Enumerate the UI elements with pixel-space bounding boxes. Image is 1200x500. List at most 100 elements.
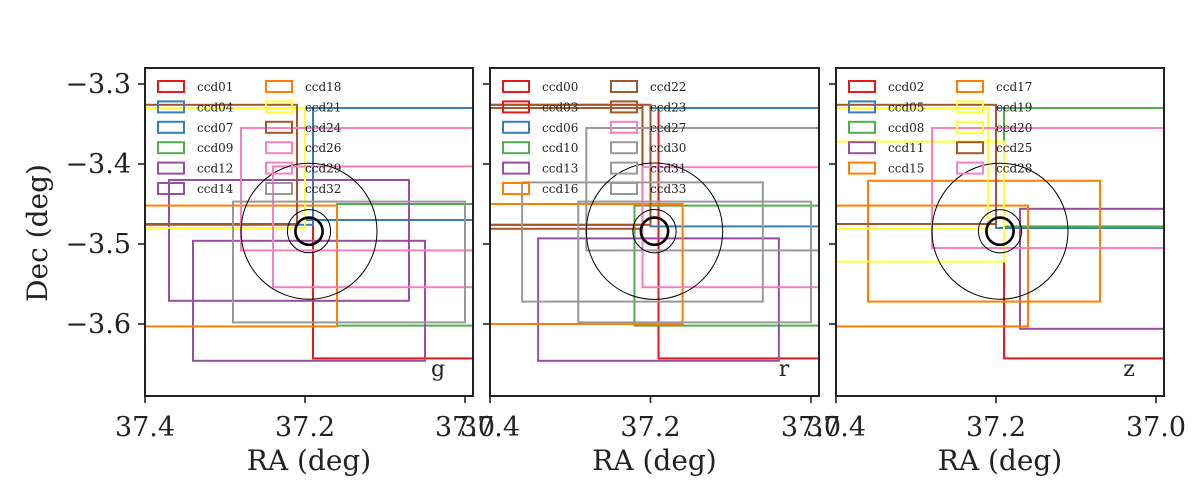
ccd-rect-ccd26 (240, 127, 473, 252)
legend-swatch-ccd05 (848, 100, 876, 114)
legend-g: ccd01 ccd04 ccd07 ccd09 ccd12 ccd14 ccd18 ccd21… (157, 80, 342, 196)
legend-swatch-ccd07 (157, 120, 185, 134)
aperture-circle-3 (585, 162, 724, 300)
legend-swatch-ccd15 (848, 161, 876, 175)
aperture-circle-2 (632, 209, 677, 254)
aperture-circles-g (240, 162, 378, 300)
ticks-z: 37.4 37.2 37.0 (806, 83, 1186, 443)
legend-label-ccd23: ccd23 (650, 100, 686, 114)
legend-label-ccd05: ccd05 (888, 100, 924, 114)
panel-r: ccd00 ccd03 ccd06 ccd10 ccd13 ccd16 ccd22 ccd23… (460, 67, 841, 477)
legend-label-ccd03: ccd03 (542, 100, 578, 114)
legend-swatch-ccd25 (956, 141, 984, 155)
legend-swatch-ccd20 (956, 120, 984, 134)
legend-label-ccd29: ccd29 (305, 162, 341, 176)
legend-label-ccd25: ccd25 (996, 141, 1032, 155)
aperture-circles-z (931, 162, 1069, 300)
legend-label-ccd22: ccd22 (650, 80, 686, 94)
panel-z: ccd02 ccd05 ccd08 ccd11 ccd15 ccd17 ccd19 ccd20… (806, 67, 1186, 477)
x-tick-label-37.4: 37.4 (115, 412, 175, 443)
legend-label-ccd31: ccd31 (650, 162, 686, 176)
legend-swatch-ccd14 (157, 182, 185, 195)
legend-label-ccd00: ccd00 (542, 80, 578, 94)
aperture-circle-1 (985, 216, 1015, 247)
x-tick-label-37.4: 37.4 (806, 412, 866, 443)
legend-swatch-ccd32 (265, 182, 293, 195)
legend-swatch-ccd22 (610, 80, 638, 93)
ccd-rect-ccd21 (145, 107, 306, 229)
ccd-rect-ccd19 (836, 140, 1005, 263)
aperture-circle-2 (977, 209, 1023, 254)
legend-swatch-ccd31 (610, 161, 638, 175)
legend-label-ccd27: ccd27 (650, 121, 686, 135)
legend-swatch-ccd29 (265, 161, 293, 175)
y-tick-label--3.4: −3.4 (65, 149, 131, 180)
legend-label-ccd09: ccd09 (197, 141, 233, 155)
ccd-rects-g (145, 103, 473, 362)
ccd-rect-ccd15 (867, 179, 1101, 303)
legend-label-ccd02: ccd02 (888, 80, 924, 94)
aperture-circle-3 (931, 162, 1069, 300)
panel-g: ccd01 ccd04 ccd07 ccd09 ccd12 ccd14 ccd18 ccd21… (65, 67, 495, 477)
legend-swatch-ccd16 (502, 182, 530, 195)
x-tick-label-37.2: 37.2 (275, 412, 335, 443)
legend-label-ccd17: ccd17 (996, 80, 1032, 94)
legend-label-ccd19: ccd19 (996, 100, 1032, 114)
ccd-rect-ccd20 (836, 107, 989, 230)
ticks-g: 37.4 37.2 37.0 −3.3 −3.4 −3.5 −3.6 (65, 69, 495, 443)
aperture-circle-2 (286, 209, 332, 254)
legend-label-ccd32: ccd32 (305, 182, 341, 196)
ccd-rect-ccd03 (657, 107, 819, 360)
legend-swatch-ccd09 (157, 141, 185, 155)
y-tick-label--3.3: −3.3 (65, 69, 131, 100)
x-tick-label-37.4: 37.4 (460, 412, 520, 443)
legend-swatch-ccd10 (502, 141, 530, 155)
axes-frame-z (835, 67, 1165, 397)
legend-swatch-ccd30 (610, 141, 638, 155)
y-tick-label--3.6: −3.6 (65, 309, 131, 340)
legend-label-ccd26: ccd26 (305, 141, 341, 155)
ccd-rect-ccd28 (931, 127, 1164, 249)
ccd-rect-ccd09 (336, 203, 473, 327)
legend-label-ccd13: ccd13 (542, 162, 578, 176)
ccd-rect-ccd25 (836, 103, 997, 225)
x-tick-label-37: 37.0 (781, 412, 841, 443)
legend-swatch-ccd12 (157, 161, 185, 175)
legend-r: ccd00 ccd03 ccd06 ccd10 ccd13 ccd16 ccd22 ccd23… (502, 80, 686, 196)
ccd-rect-ccd02 (1003, 107, 1164, 360)
x-tick-label-37.2: 37.2 (966, 412, 1026, 443)
legend-swatch-ccd23 (610, 100, 638, 114)
xlabel-g: RA (deg) (247, 444, 371, 477)
legend-swatch-ccd18 (265, 80, 293, 93)
x-tick-label-37: 37.0 (1126, 412, 1186, 443)
ccd-rect-ccd01 (312, 107, 473, 360)
legend-label-ccd18: ccd18 (305, 80, 341, 94)
legend-swatch-ccd13 (502, 161, 530, 175)
legend-swatch-ccd21 (265, 100, 293, 114)
ccd-rect-ccd13 (537, 237, 780, 362)
legend-swatch-ccd02 (848, 80, 876, 93)
band-label-r: r (779, 357, 790, 382)
legend-swatch-ccd03 (502, 100, 530, 114)
legend-swatch-ccd28 (956, 161, 984, 175)
y-axis-label: Dec (deg) (21, 164, 54, 302)
aperture-circle-1 (294, 216, 324, 247)
ticks-r: 37.4 37.2 37.0 (460, 83, 841, 443)
ccd-rect-ccd29 (272, 165, 473, 289)
legend-label-ccd28: ccd28 (996, 162, 1032, 176)
aperture-circles-r (585, 162, 724, 300)
legend-label-ccd30: ccd30 (650, 141, 686, 155)
axes-frame-g (144, 67, 474, 397)
legend-label-ccd20: ccd20 (996, 121, 1032, 135)
aperture-circle-1 (639, 216, 670, 247)
band-label-g: g (431, 357, 445, 382)
ccd-rect-ccd11 (1019, 207, 1164, 330)
x-tick-label-37.2: 37.2 (620, 412, 680, 443)
legend-label-ccd04: ccd04 (197, 100, 234, 114)
ccd-rect-ccd31 (521, 181, 764, 303)
legend-swatch-ccd06 (502, 120, 530, 134)
axes-frame-r (489, 67, 820, 397)
x-tick-label-37: 37.0 (435, 412, 495, 443)
ccd-rect-ccd32 (232, 200, 466, 324)
